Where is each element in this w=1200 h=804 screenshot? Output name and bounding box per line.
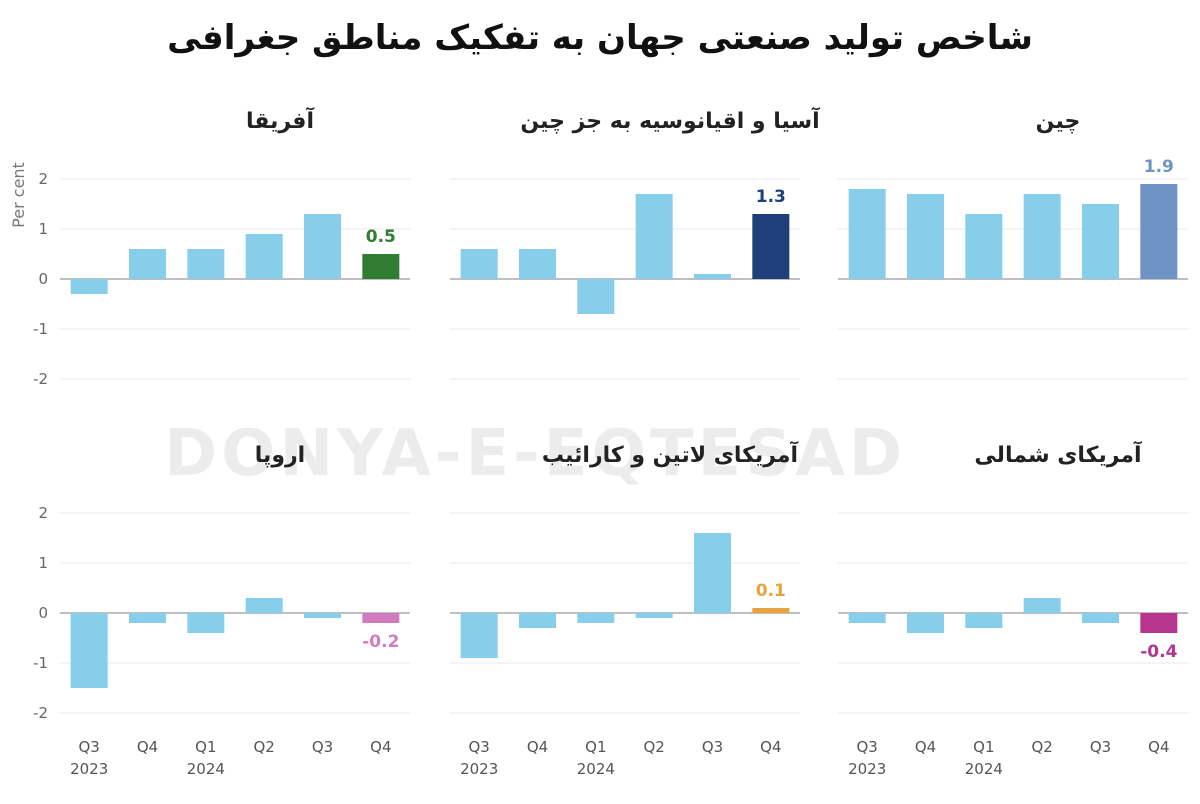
y-tick-label: -1 [33,320,48,338]
y-tick-label: 2 [38,504,48,522]
x-tick-label: Q4 [1148,738,1169,756]
y-tick-label: -2 [33,370,48,388]
data-label: 1.3 [756,187,786,207]
bar-5 [694,274,731,279]
data-label: 0.5 [366,227,396,247]
x-tick-label: Q3 2023 [460,738,498,778]
chart-panel-5: آمریکای لاتین و کارائیب 0.1 Q3 2023 Q4 Q1 2024… [450,440,800,778]
bar-6 [1140,613,1178,633]
bar-1 [70,613,108,688]
x-tick-label: Q2 [643,738,664,756]
x-tick-label: Q2 [1031,738,1052,756]
data-label: 0.1 [756,581,786,601]
y-tick-label: -2 [33,704,48,722]
chart-panel-4: اروپا 2 1 0 -1 -2 -0.2 Q3 2023 Q4 Q1 2024 Q2 Q3 Q4 [33,443,410,778]
bar-3 [965,613,1003,628]
y-tick-label: 1 [38,220,48,238]
bar-3 [577,613,615,623]
y-tick-label: 1 [38,554,48,572]
bar-3 [577,279,615,314]
bar-3 [187,613,225,633]
panel-title: آفریقا [246,106,314,134]
x-tick-label: Q3 [1090,738,1111,756]
bar-6 [362,254,400,279]
bar-4 [245,598,283,613]
bar-2 [907,194,944,279]
bar-4 [635,613,673,618]
bar-5 [1082,613,1119,623]
bar-6 [362,613,400,623]
panel-title: آسیا و اقیانوسیه به جز چین [520,106,820,134]
x-tick-label: Q2 [253,738,274,756]
y-axis-title: Per cent [9,162,28,228]
bar-1 [460,613,498,658]
bar-1 [848,189,886,279]
page-title: شاخص تولید صنعتی جهان به تفکیک مناطق جغر… [167,18,1033,58]
chart-panel-1: آفریقا 2 1 0 -1 -2 Per cent 0.5 [9,106,410,388]
bar-6 [752,214,790,279]
x-tick-label: Q4 [527,738,548,756]
bar-2 [519,613,556,628]
bar-3 [187,249,225,279]
x-tick-label: Q1 2024 [187,738,225,778]
bar-5 [1082,204,1119,279]
x-tick-label: Q4 [915,738,936,756]
bar-1 [70,279,108,294]
bar-6 [752,608,790,613]
panel-title: آمریکای لاتین و کارائیب [542,440,799,468]
data-label: -0.2 [362,632,399,652]
data-label: -0.4 [1140,642,1177,662]
panel-title: آمریکای شمالی [974,440,1142,468]
bar-3 [965,214,1003,279]
y-tick-label: -1 [33,654,48,672]
bar-5 [304,214,341,279]
x-tick-label: Q3 2023 [70,738,108,778]
panel-title: چین [1036,109,1081,134]
chart-panel-2: آسیا و اقیانوسیه به جز چین 1.3 [450,106,820,380]
x-tick-label: Q4 [137,738,158,756]
bar-5 [694,533,731,613]
y-tick-label: 0 [38,270,48,288]
bar-2 [907,613,944,633]
bar-4 [635,194,673,279]
bar-1 [460,249,498,279]
x-tick-label: Q3 [702,738,723,756]
chart-panel-3: چین 1.9 [838,109,1188,380]
x-tick-label: Q1 2024 [577,738,615,778]
bar-4 [1023,194,1061,279]
bar-2 [519,249,556,279]
x-tick-label: Q3 2023 [848,738,886,778]
bar-4 [245,234,283,279]
x-tick-label: Q4 [760,738,781,756]
bar-4 [1023,598,1061,613]
watermark: DONYA-E-EQTESAD [164,417,906,491]
x-tick-label: Q3 [312,738,333,756]
bar-2 [129,613,166,623]
data-label: 1.9 [1144,157,1174,177]
bar-2 [129,249,166,279]
panel-title: اروپا [255,443,305,468]
chart-panel-6: آمریکای شمالی -0.4 Q3 2023 Q4 Q1 2024 Q2 Q3 Q4 [838,440,1188,778]
y-tick-label: 0 [38,604,48,622]
x-tick-label: Q4 [370,738,391,756]
bar-6 [1140,184,1178,279]
bar-1 [848,613,886,623]
y-tick-label: 2 [38,170,48,188]
bar-5 [304,613,341,618]
x-tick-label: Q1 2024 [965,738,1003,778]
